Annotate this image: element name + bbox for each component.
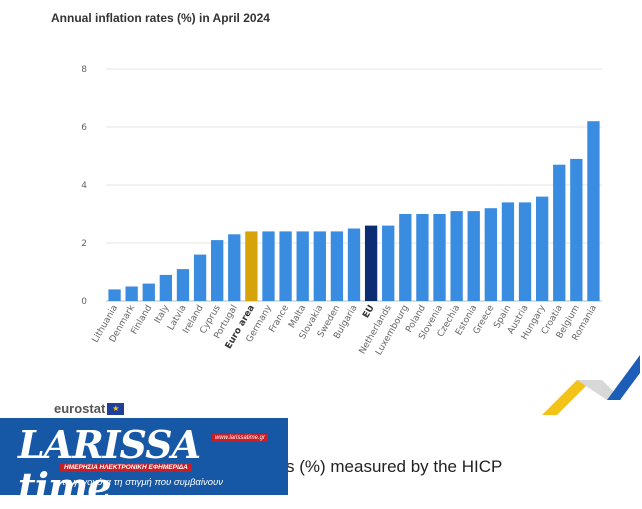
bar-poland[interactable] (416, 214, 429, 301)
bar-romania[interactable] (587, 121, 600, 301)
bar-slovenia[interactable] (433, 214, 446, 301)
bar-denmark[interactable] (125, 286, 138, 302)
eu-flag-icon: ★ (107, 402, 125, 415)
subtitle-fragment: s (%) measured by the HICP (286, 457, 503, 476)
y-tick-label: 2 (81, 239, 87, 249)
bar-chart: 0 2 4 6 8 LithuaniaDenmarkFinlandItalyLatvia… (81, 65, 602, 357)
eurostat-label: eurostat (54, 401, 106, 416)
chart-title: Annual inflation rates (%) in April 2024 (51, 11, 270, 25)
bar-sweden[interactable] (330, 231, 344, 301)
bar-czechia[interactable] (450, 211, 463, 301)
bar-spain[interactable] (501, 202, 515, 301)
bar-slovakia[interactable] (313, 231, 326, 301)
decorative-arrow-graphic (542, 355, 640, 415)
larissa-time-logo: LARISSA time www.larissatime.gr ΗΜΕΡΗΣΙΑ… (0, 418, 288, 508)
x-axis: LithuaniaDenmarkFinlandItalyLatviaIrelan… (91, 303, 599, 357)
logo-site-url: www.larissatime.gr (212, 434, 269, 442)
bar-finland[interactable] (142, 283, 155, 301)
bar-greece[interactable] (484, 208, 497, 301)
bar-cyprus[interactable] (211, 240, 224, 301)
logo-tagline: τα γεγονότα τη στιγμή που συμβαίνουν (62, 477, 223, 488)
bar-belgium[interactable] (570, 158, 583, 301)
bar-malta[interactable] (296, 231, 309, 301)
bar-lithuania[interactable] (108, 289, 121, 301)
bar-austria[interactable] (518, 202, 532, 301)
y-tick-label: 0 (81, 297, 87, 307)
y-tick-label: 4 (81, 181, 87, 191)
logo-banner: ΗΜΕΡΗΣΙΑ ΗΛΕΚΤΡΟΝΙΚΗ ΕΦΗΜΕΡΙΔΑ (60, 463, 192, 472)
bar-estonia[interactable] (467, 211, 480, 301)
bar-eu[interactable] (364, 225, 378, 301)
bar-germany[interactable] (262, 231, 275, 301)
bar-euro-area[interactable] (245, 231, 258, 301)
bar-italy[interactable] (159, 274, 173, 301)
bar-portugal[interactable] (228, 234, 241, 301)
bar-netherlands[interactable] (382, 225, 395, 301)
bar-croatia[interactable] (553, 164, 566, 301)
y-tick-label: 8 (81, 65, 87, 75)
y-tick-label: 6 (81, 123, 87, 133)
bar-ireland[interactable] (193, 254, 207, 301)
x-tick-label: EU (361, 304, 376, 321)
bar-france[interactable] (279, 231, 292, 301)
y-axis: 0 2 4 6 8 (81, 65, 87, 307)
bar-latvia[interactable] (176, 269, 190, 301)
bars (108, 121, 600, 302)
bar-bulgaria[interactable] (347, 228, 361, 302)
eurostat-logo: eurostat ★ (54, 401, 125, 416)
bar-luxembourg[interactable] (399, 214, 412, 301)
bar-hungary[interactable] (535, 196, 549, 301)
